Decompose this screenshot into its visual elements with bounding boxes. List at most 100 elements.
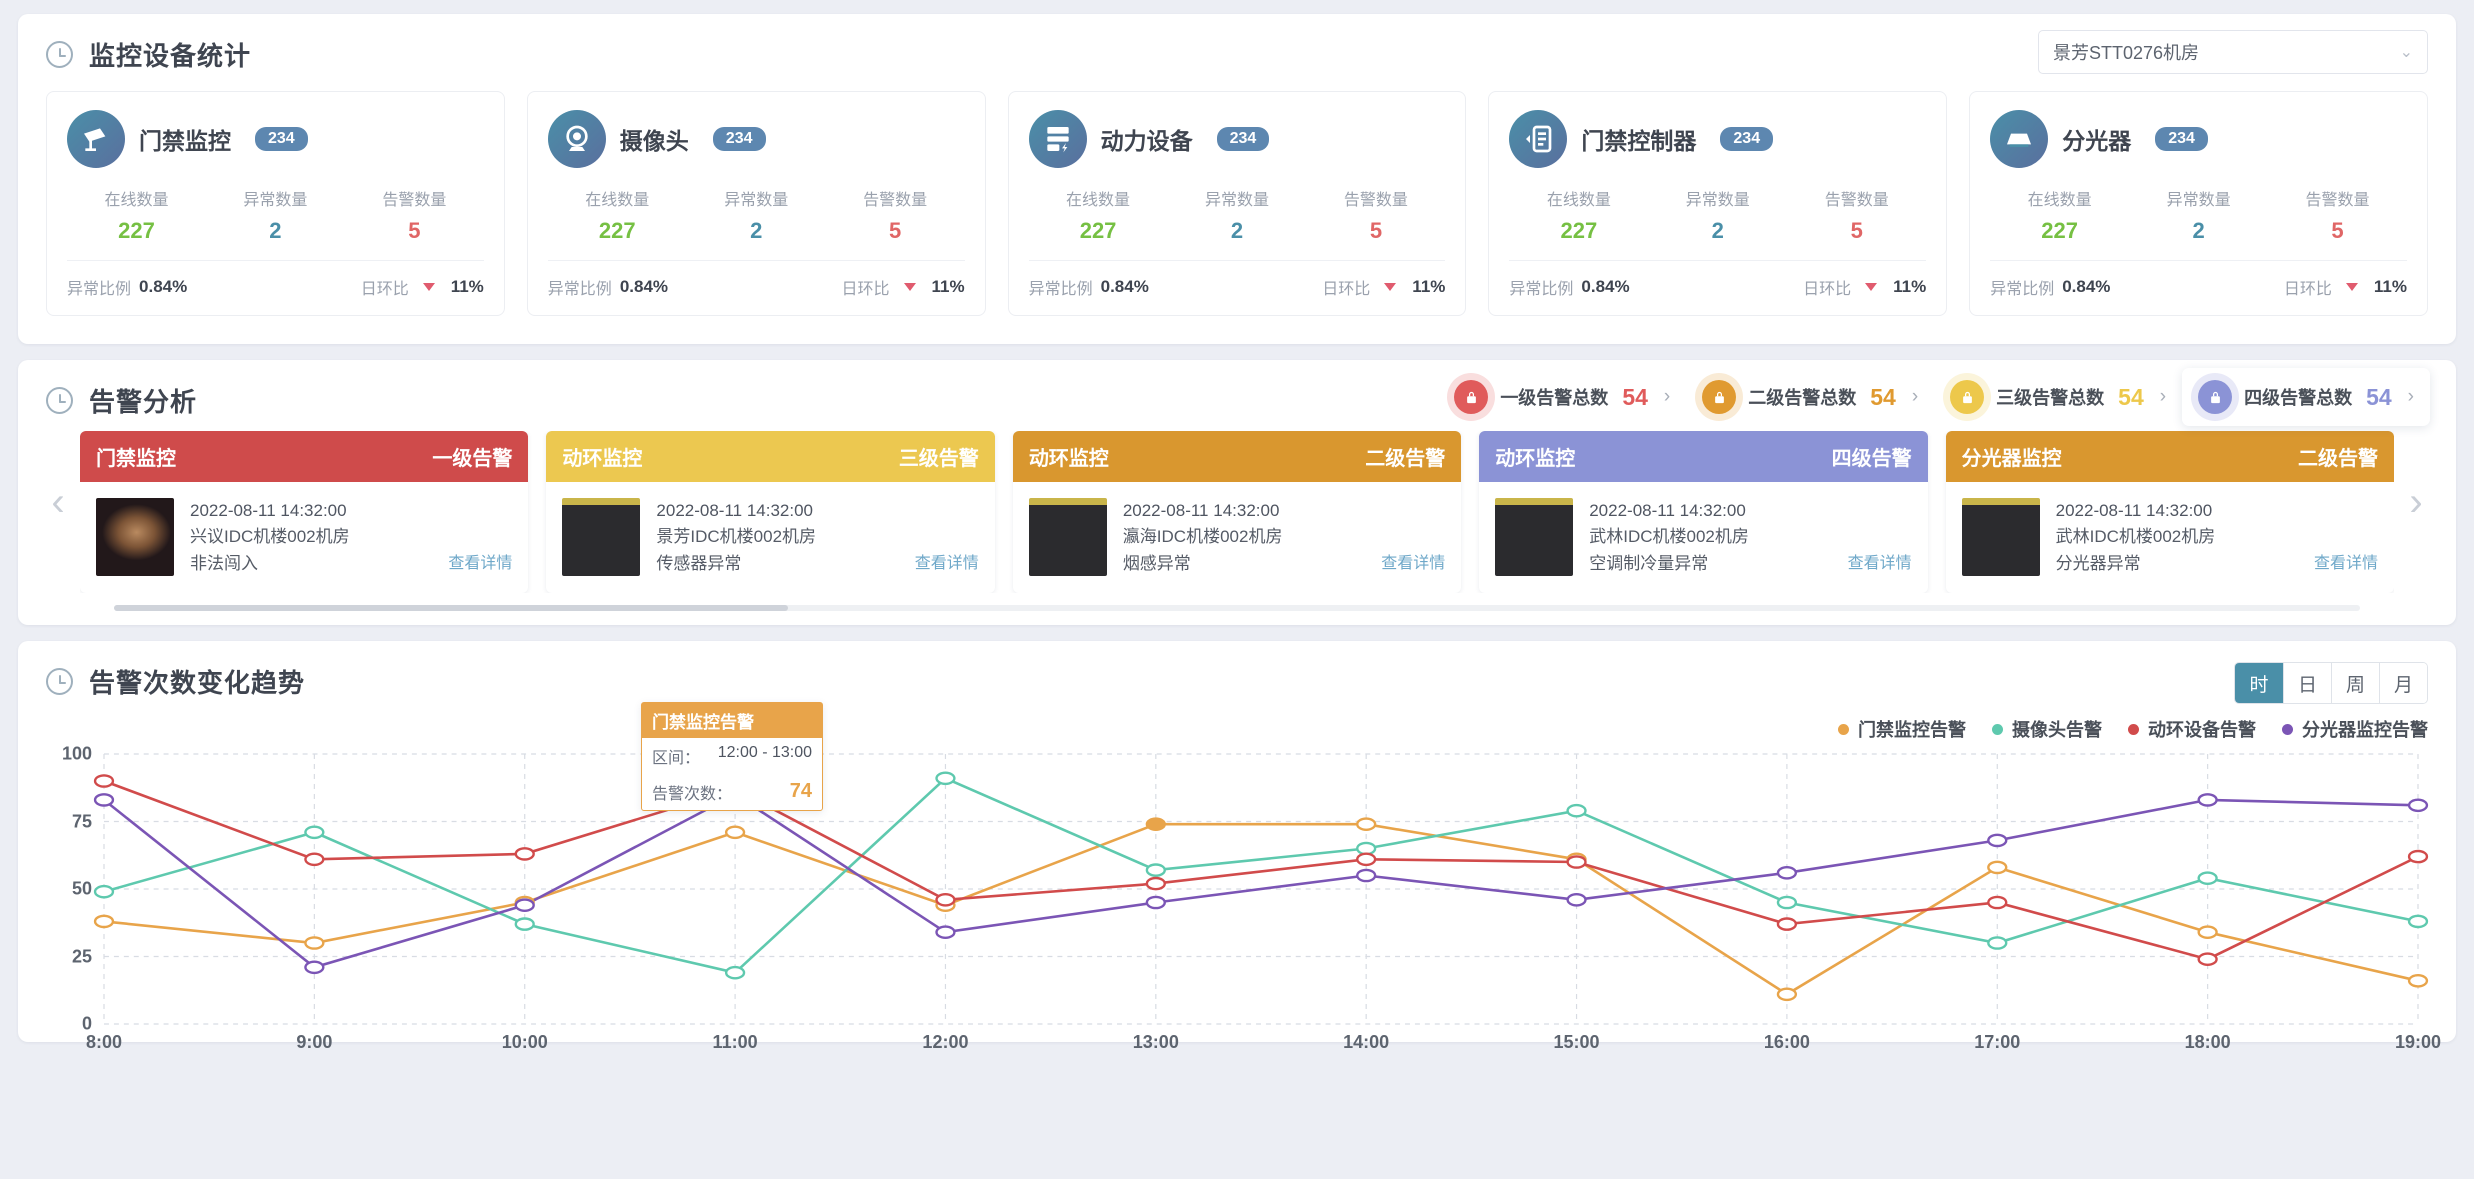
- x-axis-tick: 17:00: [1974, 1032, 2021, 1053]
- device-name: 摄像头: [619, 128, 689, 154]
- alarm-card[interactable]: 动环监控 四级告警 2022-08-11 14:32:00 武林IDC机楼002机房空…: [1479, 431, 1928, 594]
- room-select[interactable]: 景芳STT0276机房 ⌄: [2038, 30, 2428, 74]
- view-detail-link[interactable]: 查看详情: [1381, 555, 1446, 573]
- legend-label: 分光器监控告警: [2302, 720, 2428, 741]
- room-select-value: 景芳STT0276机房: [2053, 43, 2200, 63]
- alarm-scrollbar[interactable]: [114, 605, 2360, 612]
- tooltip-count-row: 告警次数： 74: [642, 774, 822, 810]
- alarm-level-tab[interactable]: 四级告警总数 54 ›: [2182, 368, 2430, 426]
- tooltip-count-value: 74: [789, 780, 812, 803]
- legend-item[interactable]: 摄像头告警: [1992, 716, 2102, 742]
- alarm-level-tab[interactable]: 一级告警总数 54 ›: [1438, 368, 1686, 426]
- alarm-info: 2022-08-11 14:32:00 景芳IDC机楼002机房 传感器异常 查看详情: [656, 498, 978, 577]
- trend-down-icon: [1865, 283, 1878, 291]
- stat-abnormal-value: 2: [269, 218, 282, 243]
- alarm-description: 烟感异常: [1122, 553, 1191, 573]
- time-range-tab[interactable]: 月: [2379, 663, 2427, 704]
- view-detail-link[interactable]: 查看详情: [914, 555, 979, 573]
- power-device-icon: [1028, 110, 1087, 168]
- carousel-next-icon[interactable]: ›: [2409, 480, 2423, 525]
- alarm-time: 2022-08-11 14:32:00: [190, 501, 347, 520]
- device-card-header: 动力设备 234: [1028, 110, 1446, 168]
- tooltip-title: 门禁监控告警: [642, 703, 822, 739]
- stat-abnormal-value: 2: [750, 218, 763, 243]
- alarm-card[interactable]: 门禁监控 一级告警 2022-08-11 14:32:00 兴议IDC机楼002机房非…: [80, 431, 529, 594]
- x-axis-tick: 9:00: [296, 1032, 333, 1053]
- device-name: 门禁监控: [139, 128, 231, 154]
- y-axis-tick: 0: [81, 1013, 92, 1034]
- stat-alarm-value: 5: [2331, 218, 2344, 243]
- dod-label: 日环比: [1803, 281, 1852, 298]
- y-axis-tick: 75: [71, 811, 92, 832]
- alarm-location: 景芳IDC机楼002机房: [656, 527, 817, 547]
- dod-value: 11%: [1893, 277, 1927, 296]
- alarm-card[interactable]: 分光器监控 二级告警 2022-08-11 14:32:00 武林IDC机楼002机房…: [1945, 431, 2394, 594]
- alarm-card[interactable]: 动环监控 二级告警 2022-08-11 14:32:00 瀛海IDC机楼002机房烟…: [1012, 431, 1462, 594]
- abnormal-ratio-value: 0.84%: [139, 277, 188, 296]
- access-controller-icon: [1509, 110, 1568, 168]
- dod-value: 11%: [2373, 277, 2407, 296]
- alarm-card-body: 2022-08-11 14:32:00 武林IDC机楼002机房 空调制冷量异常 查看…: [1479, 482, 1927, 593]
- dod-label: 日环比: [841, 281, 890, 298]
- view-detail-link[interactable]: 查看详情: [1847, 555, 1912, 573]
- chevron-right-icon[interactable]: ›: [1911, 386, 1919, 407]
- alarm-card[interactable]: 动环监控 三级告警 2022-08-11 14:32:00 景芳IDC机楼002机房传…: [546, 431, 995, 594]
- alarm-scrollbar-thumb[interactable]: [114, 605, 788, 612]
- alarm-level-tabs: 一级告警总数 54 › 二级告警总数 54 › 三级告警总数 54 › 四级告警总数 54 ›: [1438, 368, 2430, 426]
- chevron-right-icon[interactable]: ›: [2407, 386, 2414, 407]
- time-range-tab[interactable]: 日: [2283, 663, 2331, 704]
- alarm-level-label: 四级告警总数: [2244, 388, 2353, 408]
- lock-icon: [1950, 380, 1985, 414]
- alarm-card-track: 门禁监控 一级告警 2022-08-11 14:32:00 兴议IDC机楼002机房非…: [80, 431, 2394, 594]
- alarm-level-badge: 二级告警: [1365, 448, 1446, 470]
- legend-item[interactable]: 门禁监控告警: [1838, 716, 1966, 742]
- stat-online-value: 227: [1560, 218, 1598, 243]
- alarm-level-count: 54: [1870, 383, 1896, 410]
- time-range-tab[interactable]: 时: [2235, 663, 2283, 704]
- chevron-down-icon: ⌄: [2399, 44, 2413, 61]
- stat-online-label: 在线数量: [2027, 192, 2092, 209]
- stat-alarm-value: 5: [889, 218, 902, 243]
- legend-label: 门禁监控告警: [1858, 720, 1966, 741]
- stat-alarm-value: 5: [408, 218, 421, 243]
- device-stats: 在线数量 227 异常数量 2 告警数量 5: [1029, 186, 1446, 244]
- time-range-tab[interactable]: 周: [2331, 663, 2379, 704]
- alarm-location: 武林IDC机楼002机房: [1589, 527, 1749, 547]
- stat-alarm: 告警数量 5: [1306, 186, 1445, 244]
- legend-item[interactable]: 动环设备告警: [2128, 716, 2256, 742]
- alarm-card-header: 动环监控 四级告警: [1479, 431, 1928, 482]
- stat-alarm-label: 告警数量: [863, 192, 928, 209]
- stat-online-value: 227: [2041, 218, 2079, 243]
- abnormal-ratio-value: 0.84%: [1100, 277, 1149, 296]
- alarm-thumbnail: [562, 498, 641, 576]
- alarm-analysis-panel: 告警分析 一级告警总数 54 › 二级告警总数 54 › 三级告警总数 54 › 四级告警总数 54…: [18, 360, 2456, 626]
- device-card[interactable]: 门禁控制器 234 在线数量 227 异常数量 2 告警数量 5 异常比例 0.84% 日环比 11%: [1488, 91, 1948, 316]
- stat-online-value: 227: [598, 218, 636, 243]
- chevron-right-icon[interactable]: ›: [1663, 386, 1671, 407]
- device-card[interactable]: 动力设备 234 在线数量 227 异常数量 2 告警数量 5 异常比例 0.84% 日环比 11%: [1007, 91, 1467, 316]
- device-card[interactable]: 分光器 234 在线数量 227 异常数量 2 告警数量 5 异常比例 0.84% 日环比 11%: [1969, 91, 2428, 316]
- tooltip-range-row: 区间： 12:00 - 13:00: [642, 738, 822, 774]
- lock-icon: [2198, 380, 2233, 414]
- carousel-prev-icon[interactable]: ‹: [51, 480, 65, 525]
- device-card[interactable]: 门禁监控 234 在线数量 227 异常数量 2 告警数量 5 异常比例 0.84% 日环比 11%: [46, 91, 505, 316]
- abnormal-ratio-label: 异常比例: [1028, 281, 1093, 298]
- legend-color-dot: [2282, 723, 2293, 735]
- alarm-level-tab[interactable]: 二级告警总数 54 ›: [1686, 368, 1934, 426]
- chevron-right-icon[interactable]: ›: [2159, 386, 2167, 407]
- view-detail-link[interactable]: 查看详情: [448, 555, 513, 573]
- device-name: 分光器: [2062, 128, 2132, 154]
- stat-online-label: 在线数量: [1066, 192, 1131, 209]
- device-card[interactable]: 摄像头 234 在线数量 227 异常数量 2 告警数量 5 异常比例 0.84% 日环比 11%: [526, 91, 986, 316]
- stat-online: 在线数量 227: [548, 186, 687, 244]
- stat-abnormal: 异常数量 2: [1648, 186, 1787, 244]
- view-detail-link[interactable]: 查看详情: [2314, 555, 2379, 573]
- camera-icon: [547, 110, 606, 168]
- alarm-source: 动环监控: [1028, 448, 1109, 470]
- alarm-level-tab[interactable]: 三级告警总数 54 ›: [1934, 368, 2182, 426]
- x-axis-tick: 8:00: [85, 1032, 123, 1053]
- alarm-description: 传感器异常: [656, 553, 742, 573]
- x-axis-tick: 16:00: [1763, 1032, 1810, 1053]
- legend-item[interactable]: 分光器监控告警: [2282, 716, 2428, 742]
- legend-color-dot: [1992, 723, 2003, 735]
